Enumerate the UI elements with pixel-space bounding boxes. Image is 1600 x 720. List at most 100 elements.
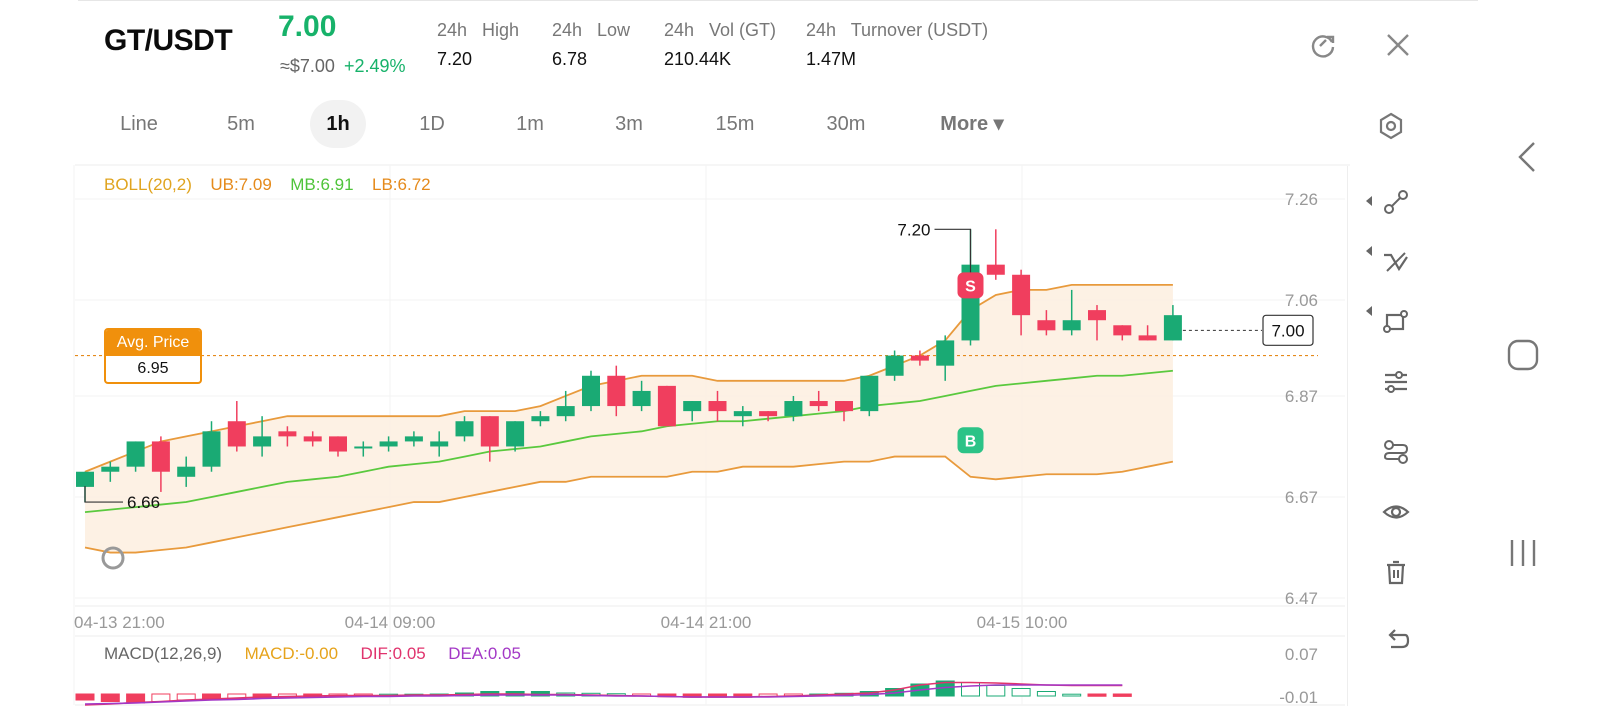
macd-bar [100, 693, 120, 702]
candle-body [1062, 320, 1081, 331]
exchange-logo-icon [101, 546, 125, 570]
eye-icon[interactable] [1348, 488, 1443, 536]
candle-body [986, 264, 1005, 275]
stat-volume-value: 210.44K [664, 49, 732, 69]
candle-body [76, 471, 94, 487]
price-usd: ≈$7.00 [280, 56, 335, 76]
macd-legend: MACD(12,26,9) MACD:-0.00 DIF:0.05 DEA:0.… [104, 644, 539, 664]
boll-lb: LB:6.72 [372, 175, 431, 194]
boll-mid-line [84, 369, 1173, 514]
current-price-label: 7.00 [1271, 321, 1304, 340]
time-axis-tick: 04-13 21:00 [74, 613, 165, 632]
candle-body [329, 436, 347, 452]
low-marker-line [84, 486, 123, 503]
macd-axis-tick: -0.01 [1279, 688, 1318, 707]
macd-bar [1062, 693, 1082, 697]
candle-body [303, 436, 322, 442]
path-tool[interactable] [1348, 428, 1443, 476]
recents-nav-icon[interactable] [1506, 536, 1540, 570]
boll-mb: MB:6.91 [290, 175, 354, 194]
trend-line-tool[interactable] [1348, 178, 1443, 226]
macd-bar [961, 682, 980, 697]
candle-body [430, 441, 449, 447]
macd-bar [986, 685, 1006, 697]
candle-body [404, 436, 423, 442]
candle-body [607, 375, 626, 407]
candle-body [202, 431, 221, 467]
macd-bar [1112, 693, 1132, 697]
tab-more[interactable]: More ▾ [940, 113, 1004, 135]
time-axis-tick: 04-14 21:00 [661, 613, 752, 632]
dif-value: DIF:0.05 [360, 644, 426, 663]
high-marker-line [934, 228, 972, 280]
candle-body [657, 385, 676, 427]
stat-low-label: 24h Low [552, 20, 631, 40]
home-nav-icon[interactable] [1506, 338, 1540, 372]
tab-15m[interactable]: 15m [715, 113, 755, 135]
candle-body [885, 355, 904, 376]
dea-value: DEA:0.05 [448, 644, 521, 663]
candle-body [809, 401, 828, 407]
boll-ub: UB:7.09 [210, 175, 272, 194]
candle-body [101, 466, 120, 472]
avg-price-label: Avg. Price [106, 330, 200, 356]
expand-arrow-icon [1366, 196, 1372, 206]
back-nav-icon[interactable] [1512, 140, 1542, 174]
expand-arrow-icon [1366, 246, 1372, 256]
refresh-icon[interactable] [1308, 30, 1338, 60]
trash-icon[interactable] [1348, 548, 1443, 596]
high-price-label: 7.20 [897, 220, 930, 239]
candle-body [455, 421, 474, 437]
tab-30m[interactable]: 30m [826, 113, 866, 135]
candle-body [1012, 274, 1031, 316]
candle-body [1113, 325, 1132, 336]
close-icon[interactable] [1384, 31, 1412, 59]
candle-body [1138, 335, 1157, 341]
boll-band-fill [85, 284, 1173, 553]
undo-icon[interactable] [1348, 616, 1443, 664]
parallel-lines-tool[interactable] [1348, 358, 1443, 406]
polyline-tool[interactable] [1348, 238, 1443, 286]
stat-volume-label: 24h Vol (GT) [664, 20, 777, 40]
macd-bar [1087, 693, 1107, 697]
candle-body [227, 421, 246, 447]
candle-body [354, 446, 373, 449]
stat-high-label: 24h High [437, 20, 520, 40]
tab-1h[interactable]: 1h [310, 100, 366, 148]
candle-body [1163, 315, 1182, 341]
candle-body [759, 411, 778, 417]
candle-body [910, 355, 929, 361]
candle-body [1088, 310, 1106, 321]
macd-label: MACD(12,26,9) [104, 644, 223, 663]
buy-marker [957, 427, 984, 454]
macd-axis-tick: 0.07 [1285, 645, 1318, 664]
stat-turnover: 24h Turnover (USDT) 1.47M [806, 20, 988, 70]
candle-body [708, 401, 727, 412]
candle-body [936, 340, 955, 366]
tab-line[interactable]: Line [120, 113, 158, 135]
tab-3m[interactable]: 3m [615, 113, 643, 135]
pair-name: GT/USDT [104, 24, 233, 57]
low-price-label: 6.66 [127, 493, 160, 512]
current-price-tag [1262, 314, 1314, 346]
candle-body [177, 466, 196, 477]
stat-low-value: 6.78 [552, 49, 588, 69]
tab-5m[interactable]: 5m [227, 113, 255, 135]
candle-body [480, 416, 499, 447]
tab-1d[interactable]: 1D [419, 113, 445, 135]
tab-1m[interactable]: 1m [516, 113, 544, 135]
candle-body [860, 375, 879, 412]
macd-value: MACD:-0.00 [244, 644, 339, 663]
candle-body [683, 401, 702, 412]
avg-price-box: Avg. Price 6.95 [104, 328, 202, 384]
time-axis-tick: 04-14 09:00 [345, 613, 436, 632]
candlestick-chart[interactable]: 7.00 7.20 6.66 S B 7.26 7.06 6.87 6.67 6.47 04-13 … [0, 0, 1350, 720]
candle-body [126, 441, 145, 467]
chart-settings-icon[interactable] [1376, 111, 1406, 141]
price-axis-tick: 7.06 [1285, 291, 1318, 310]
candle-body [632, 390, 651, 407]
price-axis-tick: 6.67 [1285, 488, 1318, 507]
dea-line [84, 684, 1123, 705]
rectangle-tool[interactable] [1348, 298, 1443, 346]
change-percent: +2.49% [344, 56, 406, 76]
